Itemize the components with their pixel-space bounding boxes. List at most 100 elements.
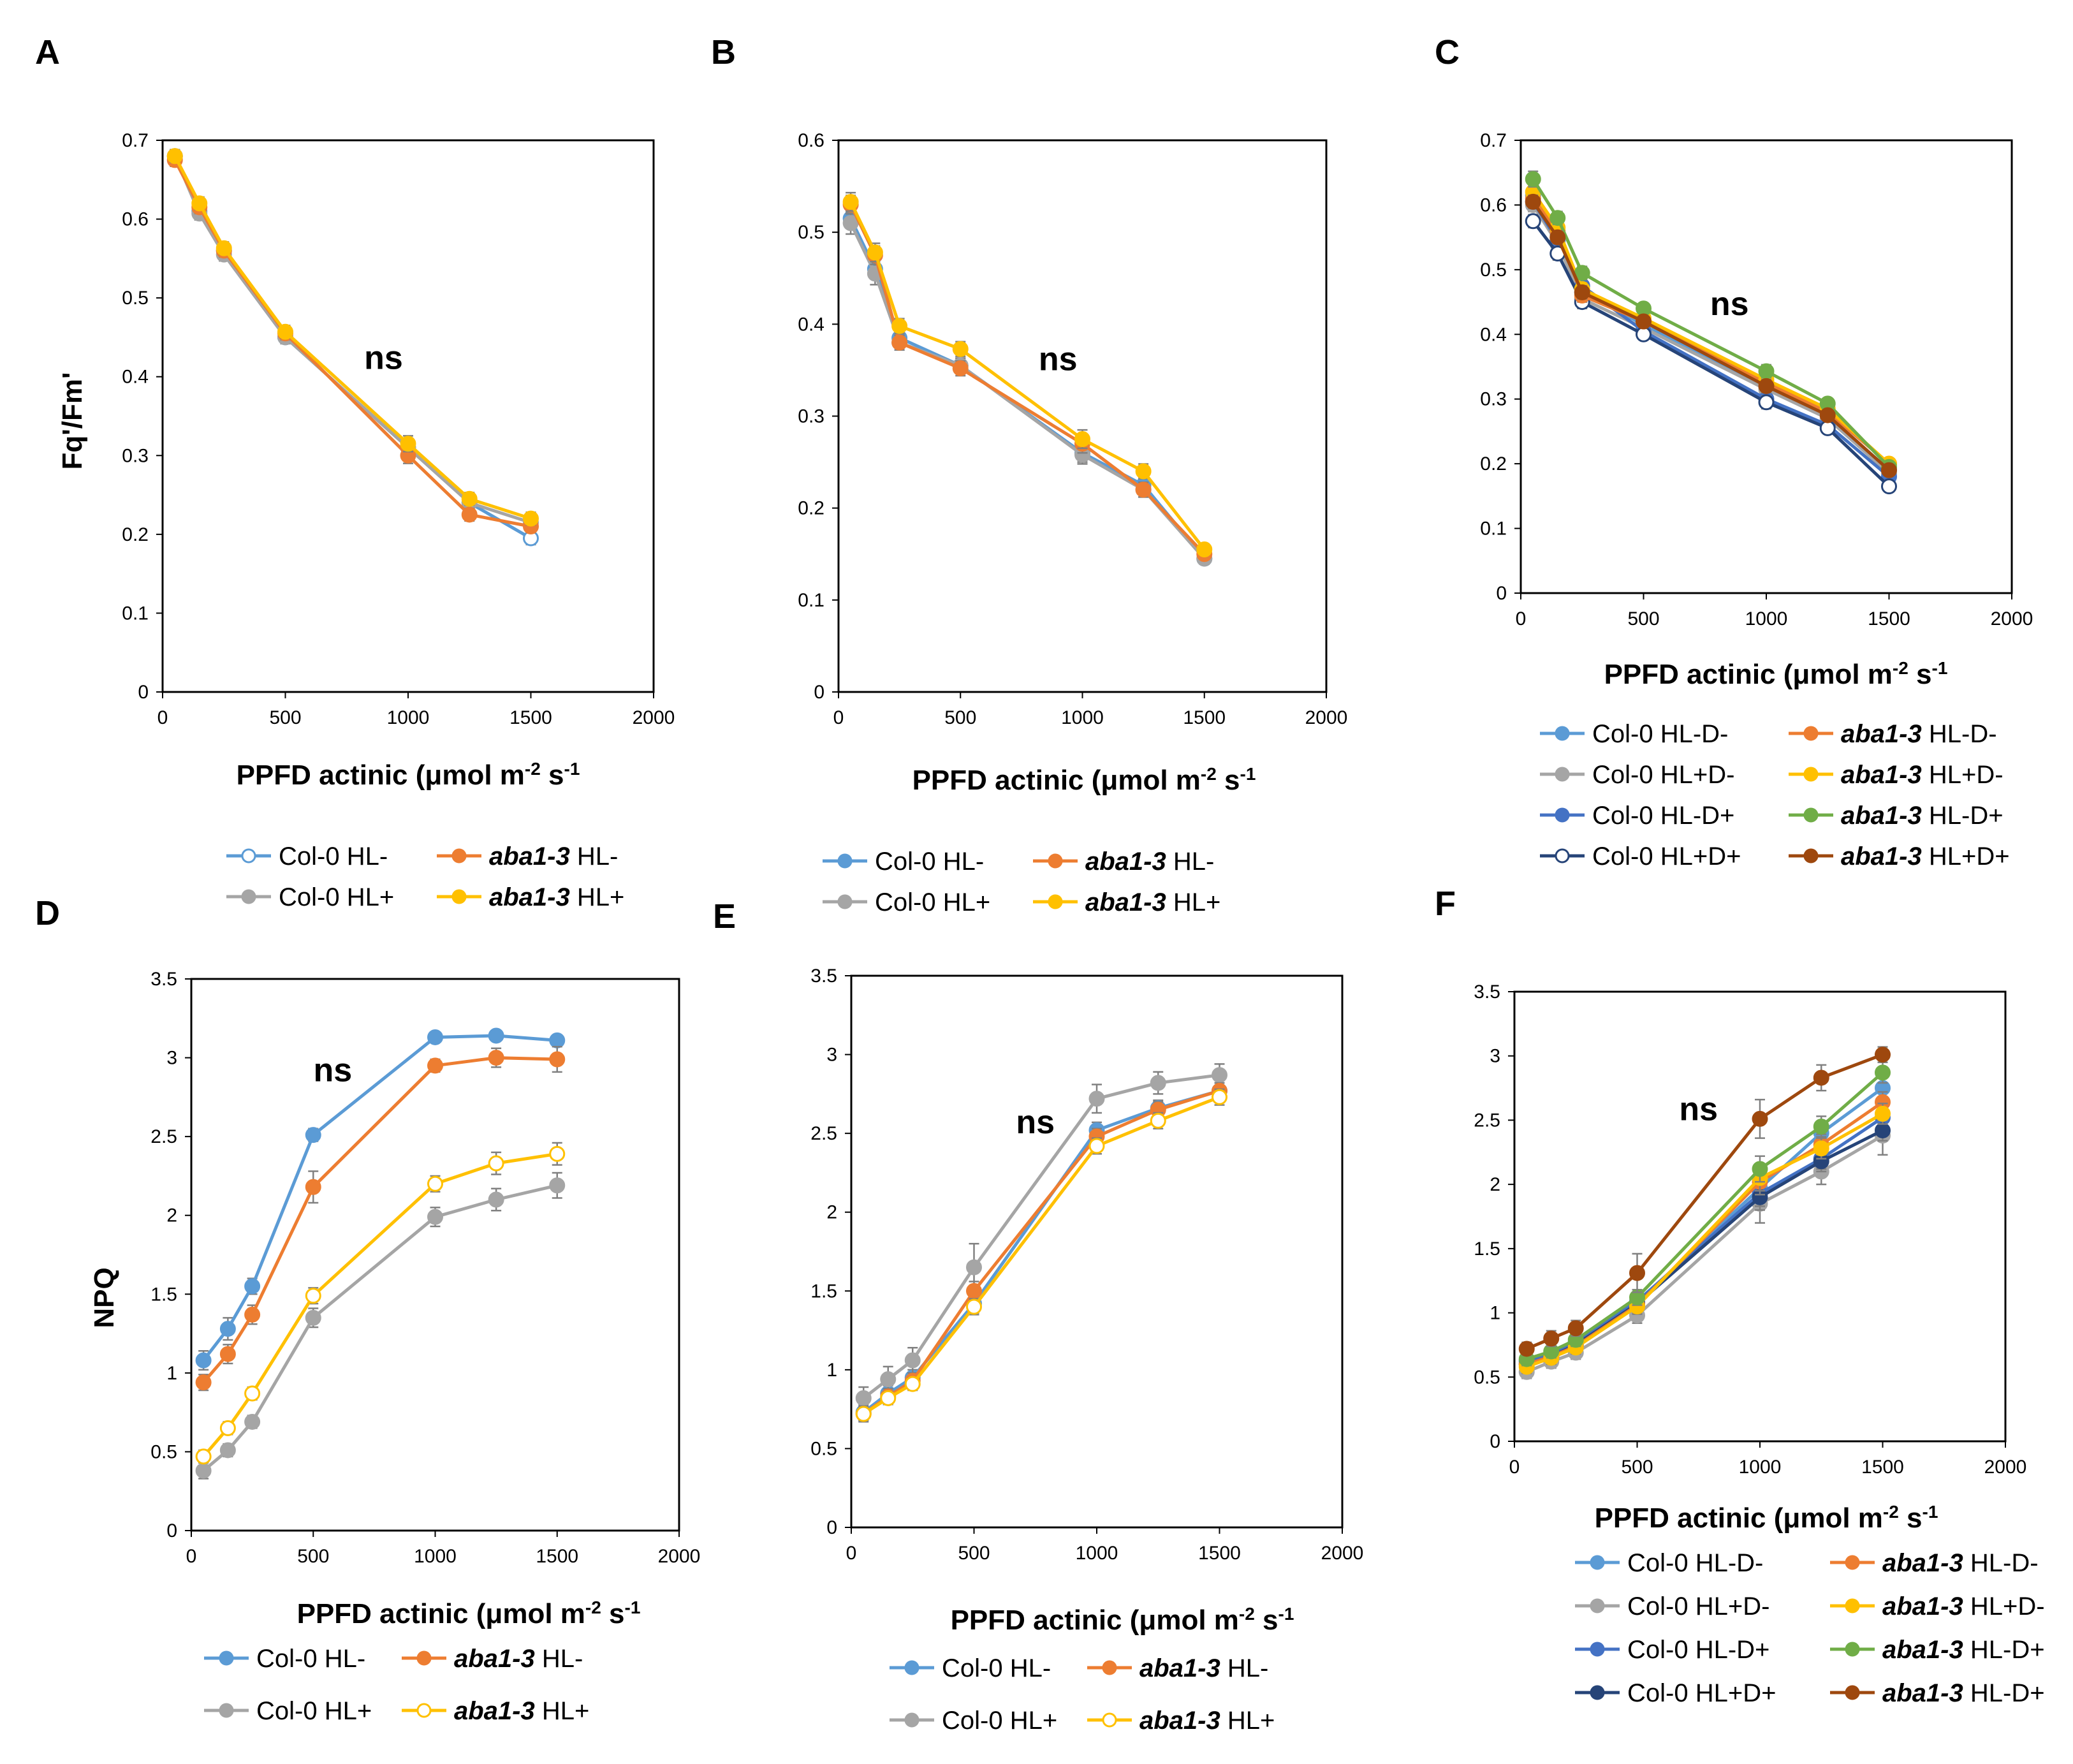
series-col-0-hl+ (195, 1172, 566, 1480)
legend-swatch-marker (1590, 1685, 1605, 1700)
x-axis-title-main: PPFD actinic (μmol m (1604, 659, 1893, 690)
data-point (1525, 213, 1541, 230)
legend-item: aba1-3 HL-D+ (1830, 1636, 2045, 1664)
legend-swatch-marker (1102, 1712, 1117, 1728)
panel-b: B 00.10.20.30.40.50.60 500 1000 1500 2000ns … (711, 33, 1347, 916)
data-point (1813, 1069, 1829, 1086)
legend-item: aba1-3 HL- (1087, 1654, 1268, 1682)
x-axis-title-main: PPFD actinic (μmol m (1595, 1503, 1883, 1534)
legend-item: aba1-3 HL+ (402, 1697, 589, 1725)
legend-item: aba1-3 HL+D- (1830, 1592, 2045, 1621)
legend: Col-0 HL-aba1-3 HL- Col-0 HL+ aba1-3 HL+ (204, 1645, 589, 1725)
y-tick-label: 0.4 (122, 367, 149, 388)
y-tick-label: 0 (1496, 583, 1507, 604)
legend-swatch-marker (219, 1703, 234, 1718)
y-tick-label: 2.5 (150, 1126, 177, 1147)
panel-letter: C (1435, 33, 1460, 71)
x-axis-title-mid: s (1255, 1605, 1278, 1636)
legend-swatch-marker (1845, 1555, 1860, 1570)
x-tick-label: 500 (297, 1546, 329, 1567)
legend-swatch-marker (241, 889, 256, 904)
x-tick-label: 1500 (536, 1546, 578, 1567)
legend-swatch-marker (451, 848, 467, 864)
legend-swatch-marker (1845, 1642, 1860, 1657)
x-tick-label: 500 (944, 707, 976, 728)
series-col-0-hl+d- (1525, 196, 1897, 481)
legend-label: Col-0 HL- (875, 848, 984, 876)
data-point (1567, 1320, 1584, 1337)
panel-letter: E (713, 897, 736, 936)
data-point (1758, 378, 1775, 394)
data-point (855, 1390, 872, 1406)
data-point (523, 510, 539, 527)
data-point (1543, 1330, 1560, 1347)
legend-item: aba1-3 HL- (437, 842, 618, 871)
x-tick-label: 1000 (387, 707, 430, 728)
data-point (1088, 1138, 1105, 1154)
legend-item: Col-0 HL+ (823, 888, 990, 916)
legend-swatch-marker (1590, 1555, 1605, 1570)
data-point (1196, 541, 1213, 558)
data-point (1636, 326, 1652, 342)
y-tick-label: 0.3 (1480, 389, 1507, 410)
legend-label: Col-0 HL+D- (1592, 761, 1734, 789)
series-col-0-hl- (166, 148, 539, 547)
legend-label: aba1-3 HL+ (454, 1697, 589, 1725)
significance-annotation: ns (1679, 1091, 1718, 1128)
y-tick-label: 3 (826, 1045, 837, 1066)
data-point (549, 1032, 566, 1048)
panel-e: E 0 0.5 1 1.5 2 2.5 3 3.5 0 500 1000 1500 2000 ns PPF… (713, 897, 1363, 1735)
legend-swatch-marker (1048, 894, 1063, 909)
legend-item: aba1-3 HL+ (1033, 888, 1220, 916)
x-axis-title-exp1: -2 (525, 759, 541, 779)
legend-label: Col-0 HL- (942, 1654, 1051, 1682)
series-aba1-3-hl+ (166, 148, 539, 527)
legend-label: Col-0 HL- (279, 842, 388, 871)
y-tick-label: 3 (166, 1048, 177, 1069)
legend: Col-0 HL-D-aba1-3 HL-D- Col-0 HL+D-aba1-3… (1540, 720, 2010, 871)
data-point (1875, 1064, 1891, 1081)
data-point (952, 341, 969, 357)
x-axis-title-mid: s (1908, 659, 1932, 690)
legend-label: Col-0 HL+D+ (1627, 1679, 1776, 1707)
y-tick-label: 0.4 (1480, 324, 1507, 345)
data-point (1636, 313, 1652, 330)
legend-swatch-marker (219, 1650, 234, 1666)
significance-annotation: ns (1016, 1104, 1055, 1141)
series-line (173, 155, 532, 540)
y-tick-label: 2.5 (810, 1123, 837, 1144)
svg-text:PPFD actinic (μmol m-2 s-1: PPFD actinic (μmol m-2 s-1 (297, 1598, 641, 1630)
x-axis-title-exp2: -1 (1240, 764, 1256, 784)
legend-label: aba1-3 HL-D- (1882, 1549, 2039, 1577)
x-axis-title-exp2: -1 (1923, 1502, 1938, 1522)
x-tick-label: 1500 (1183, 707, 1226, 728)
y-tick-label: 0.7 (122, 130, 149, 151)
data-point (488, 1027, 504, 1044)
series-col-0-hl+ (166, 148, 539, 531)
data-point (219, 1321, 236, 1337)
series-aba1-3-hl-d+ (1518, 1061, 1891, 1367)
x-tick-label: 1500 (1861, 1457, 1904, 1478)
legend-item: Col-0 HL-D- (1540, 720, 1728, 748)
data-point (427, 1209, 443, 1225)
legend-swatch-marker (1803, 848, 1819, 864)
data-point (488, 1155, 504, 1172)
x-axis-title: PPFD actinic (μmol m-2 s-1 (1604, 658, 1948, 691)
significance-annotation: ns (364, 339, 403, 376)
legend-swatch-marker (837, 894, 853, 909)
legend-label: Col-0 HL+ (279, 883, 394, 911)
panel-f: F 0 0.5 1 1.5 2 2.5 3 3.5 0 500 1000 1500 2000 ns PPF… (1435, 885, 2045, 1707)
data-point (1881, 478, 1897, 495)
legend: Col-0 HL-aba1-3 HL- Col-0 HL+ aba1-3 HL+ (226, 842, 624, 911)
data-point (1758, 363, 1775, 379)
data-point (488, 1191, 504, 1208)
y-tick-label: 0.5 (810, 1438, 837, 1459)
plot-frame (837, 139, 1328, 693)
data-point (855, 1406, 872, 1422)
x-axis-title-exp1: -2 (585, 1598, 601, 1617)
significance-annotation: ns (1039, 341, 1078, 378)
data-point (1758, 394, 1775, 411)
data-point (1819, 407, 1836, 423)
x-tick-label: 0 (157, 707, 168, 728)
